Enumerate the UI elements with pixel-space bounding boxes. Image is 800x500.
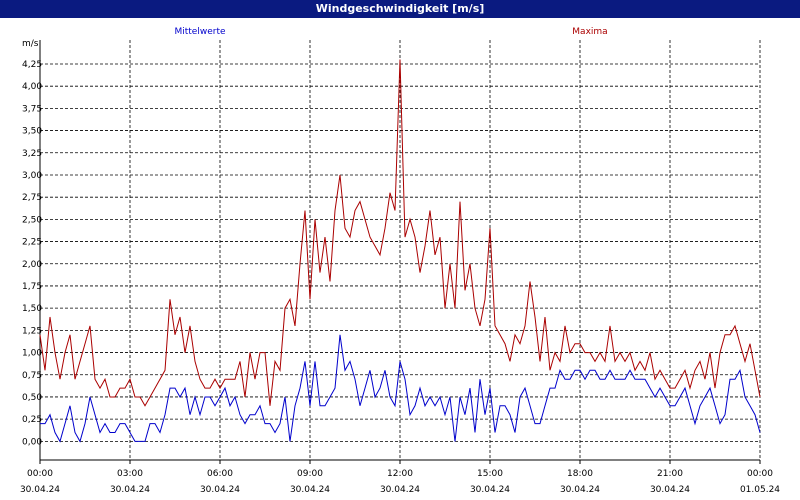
x-tick-date: 30.04.24 — [470, 485, 510, 495]
chart: m/s 0,00 0,25 0,50 0,75 1,00 1,25 1,50 1,75 2,00… — [20, 27, 780, 495]
x-tick-date: 01.05.24 — [740, 485, 780, 495]
y-tick-label: 3,50 — [22, 127, 42, 137]
legend-entry: Mittelwerte — [174, 27, 225, 37]
y-tick-label: 2,75 — [22, 193, 42, 203]
x-tick-date: 30.04.24 — [110, 485, 150, 495]
y-tick-label: 0,00 — [22, 437, 42, 447]
x-tick-label: 18:00 — [567, 469, 593, 479]
x-tick-date: 30.04.24 — [20, 485, 60, 495]
y-tick-label: 3,00 — [22, 171, 42, 181]
y-tick-label: 0,25 — [22, 415, 42, 425]
x-tick-date: 30.04.24 — [290, 485, 330, 495]
y-tick-label: 1,50 — [22, 304, 42, 314]
x-tick-label: 06:00 — [207, 469, 233, 479]
y-tick-label: 1,75 — [22, 282, 42, 292]
y-tick-label: 1,25 — [22, 326, 42, 336]
series-line — [40, 334, 761, 443]
y-tick-label: 2,50 — [22, 215, 42, 225]
x-tick-date: 30.04.24 — [200, 485, 240, 495]
y-tick-label: 1,00 — [22, 349, 42, 359]
y-tick-label: 4,25 — [22, 60, 42, 70]
y-tick-label: 3,25 — [22, 149, 42, 159]
title-bar: Windgeschwindigkeit [m/s] — [0, 0, 800, 18]
y-tick-label: 2,00 — [22, 260, 42, 270]
y-tick-label: 0,75 — [22, 371, 42, 381]
x-tick-date: 30.04.24 — [560, 485, 600, 495]
x-tick-label: 09:00 — [297, 469, 323, 479]
x-tick-label: 21:00 — [657, 469, 683, 479]
y-tick-label: 2,25 — [22, 238, 42, 248]
series-line — [39, 59, 761, 407]
y-tick-label: 0,50 — [22, 393, 42, 403]
x-tick-label: 15:00 — [477, 469, 503, 479]
x-tick-date: 30.04.24 — [650, 485, 690, 495]
x-tick-label: 12:00 — [387, 469, 413, 479]
x-tick-date: 30.04.24 — [380, 485, 420, 495]
legend-entry: Maxima — [572, 27, 607, 37]
y-tick-label: 3,75 — [22, 104, 42, 114]
y-unit: m/s — [22, 39, 39, 49]
x-tick-label: 00:00 — [747, 469, 773, 479]
x-tick-label: 03:00 — [117, 469, 143, 479]
x-tick-label: 00:00 — [27, 469, 53, 479]
y-tick-label: 4,00 — [22, 82, 42, 92]
